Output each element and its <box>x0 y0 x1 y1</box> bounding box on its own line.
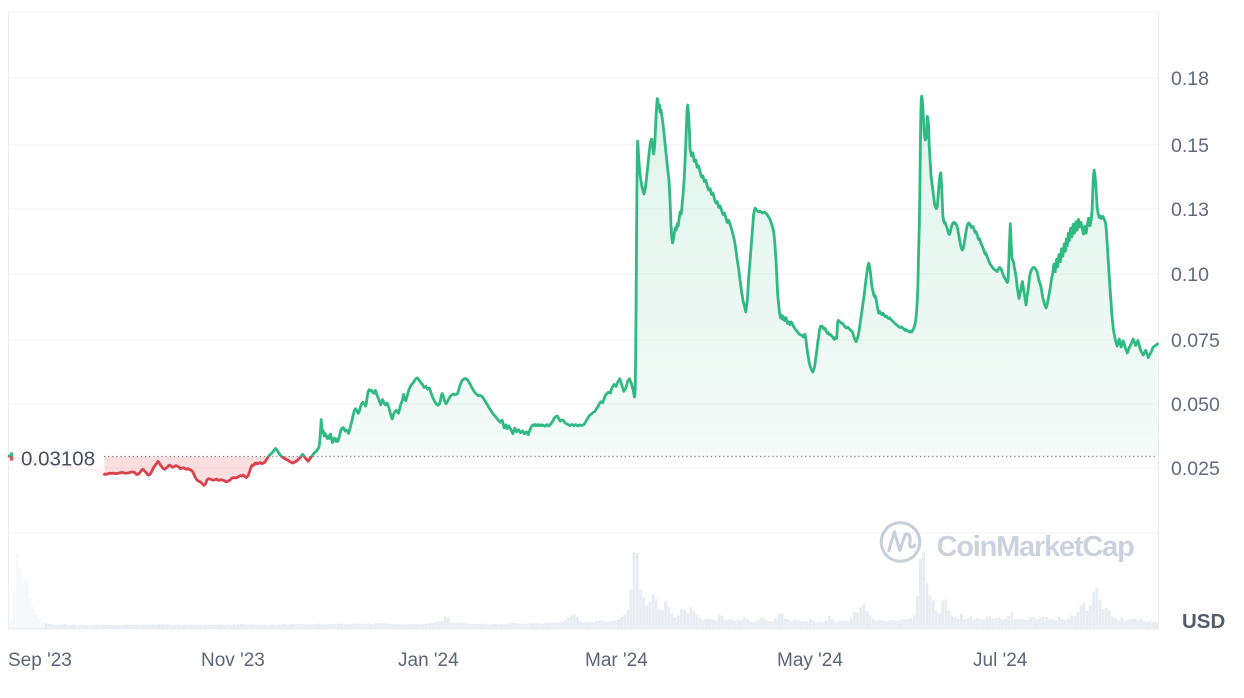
svg-text:CoinMarketCap: CoinMarketCap <box>937 531 1135 563</box>
svg-text:Sep '23: Sep '23 <box>8 650 72 671</box>
svg-text:0.075: 0.075 <box>1171 330 1220 352</box>
svg-text:0.03108: 0.03108 <box>21 448 95 471</box>
svg-text:0.13: 0.13 <box>1171 199 1209 221</box>
svg-text:Jan '24: Jan '24 <box>398 650 459 671</box>
svg-text:0.10: 0.10 <box>1171 264 1209 286</box>
svg-text:Nov '23: Nov '23 <box>201 650 265 671</box>
svg-text:0.15: 0.15 <box>1171 135 1209 157</box>
svg-text:0.025: 0.025 <box>1171 458 1220 480</box>
svg-text:Mar '24: Mar '24 <box>585 650 648 671</box>
svg-text:May '24: May '24 <box>777 650 843 671</box>
svg-text:0.18: 0.18 <box>1171 68 1209 90</box>
svg-text:Jul '24: Jul '24 <box>973 650 1028 671</box>
svg-text:USD: USD <box>1182 610 1225 633</box>
svg-text:0.050: 0.050 <box>1171 394 1220 416</box>
